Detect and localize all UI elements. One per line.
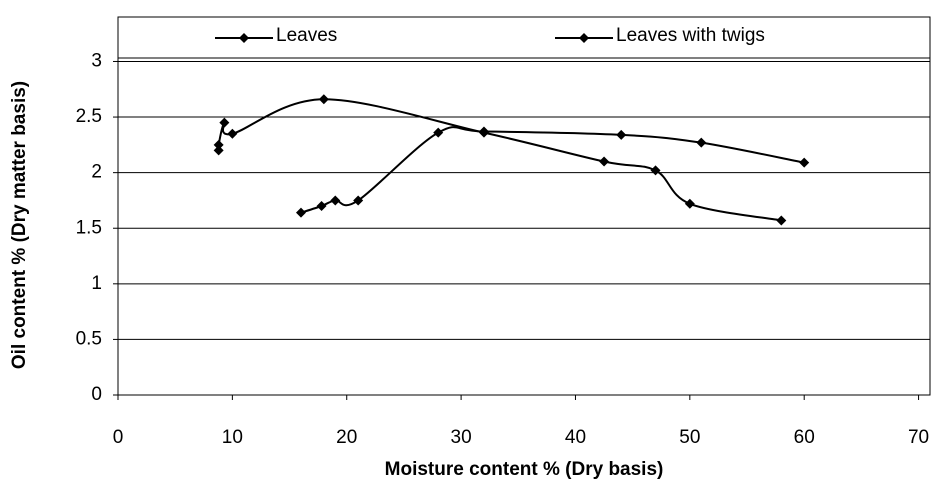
marker: [318, 94, 329, 105]
x-tick-label: 10: [222, 427, 243, 448]
marker: [478, 126, 489, 137]
y-axis-title: Oil content % (Dry matter basis): [9, 81, 30, 369]
marker: [799, 157, 810, 168]
y-tick-label: 2.5: [76, 106, 102, 127]
marker: [353, 195, 364, 206]
marker: [650, 165, 661, 176]
y-tick-label: 0.5: [76, 328, 102, 349]
marker: [316, 201, 327, 211]
x-tick-label: 60: [794, 427, 815, 448]
legend-label: Leaves: [276, 25, 337, 46]
x-tick-label: 70: [908, 427, 929, 448]
plot-frame: [117, 16, 931, 396]
marker: [213, 145, 224, 156]
x-tick-label: 40: [565, 427, 586, 448]
x-tick-label: 50: [679, 427, 700, 448]
marker: [684, 198, 695, 209]
marker: [599, 156, 610, 167]
x-tick-label: 20: [336, 427, 357, 448]
legend-label: Leaves with twigs: [616, 25, 765, 46]
marker: [213, 139, 224, 150]
legend-marker: [579, 33, 589, 43]
y-tick-label: 1: [91, 273, 102, 294]
x-tick-label: 0: [113, 427, 124, 448]
x-tick-label: 30: [451, 427, 472, 448]
series-line: [300, 126, 805, 214]
x-axis-title: Moisture content % (Dry basis): [385, 459, 664, 480]
legend-marker: [239, 33, 249, 43]
y-tick-label: 1.5: [76, 217, 102, 238]
marker: [696, 137, 707, 148]
marker: [433, 127, 444, 138]
marker: [616, 129, 627, 140]
marker: [295, 207, 306, 218]
y-tick-label: 0: [91, 384, 102, 405]
y-tick-label: 2: [91, 162, 102, 183]
y-tick-label: 3: [91, 50, 102, 71]
marker: [330, 195, 341, 206]
marker: [776, 215, 787, 226]
marker: [227, 128, 238, 139]
marker: [219, 117, 230, 128]
